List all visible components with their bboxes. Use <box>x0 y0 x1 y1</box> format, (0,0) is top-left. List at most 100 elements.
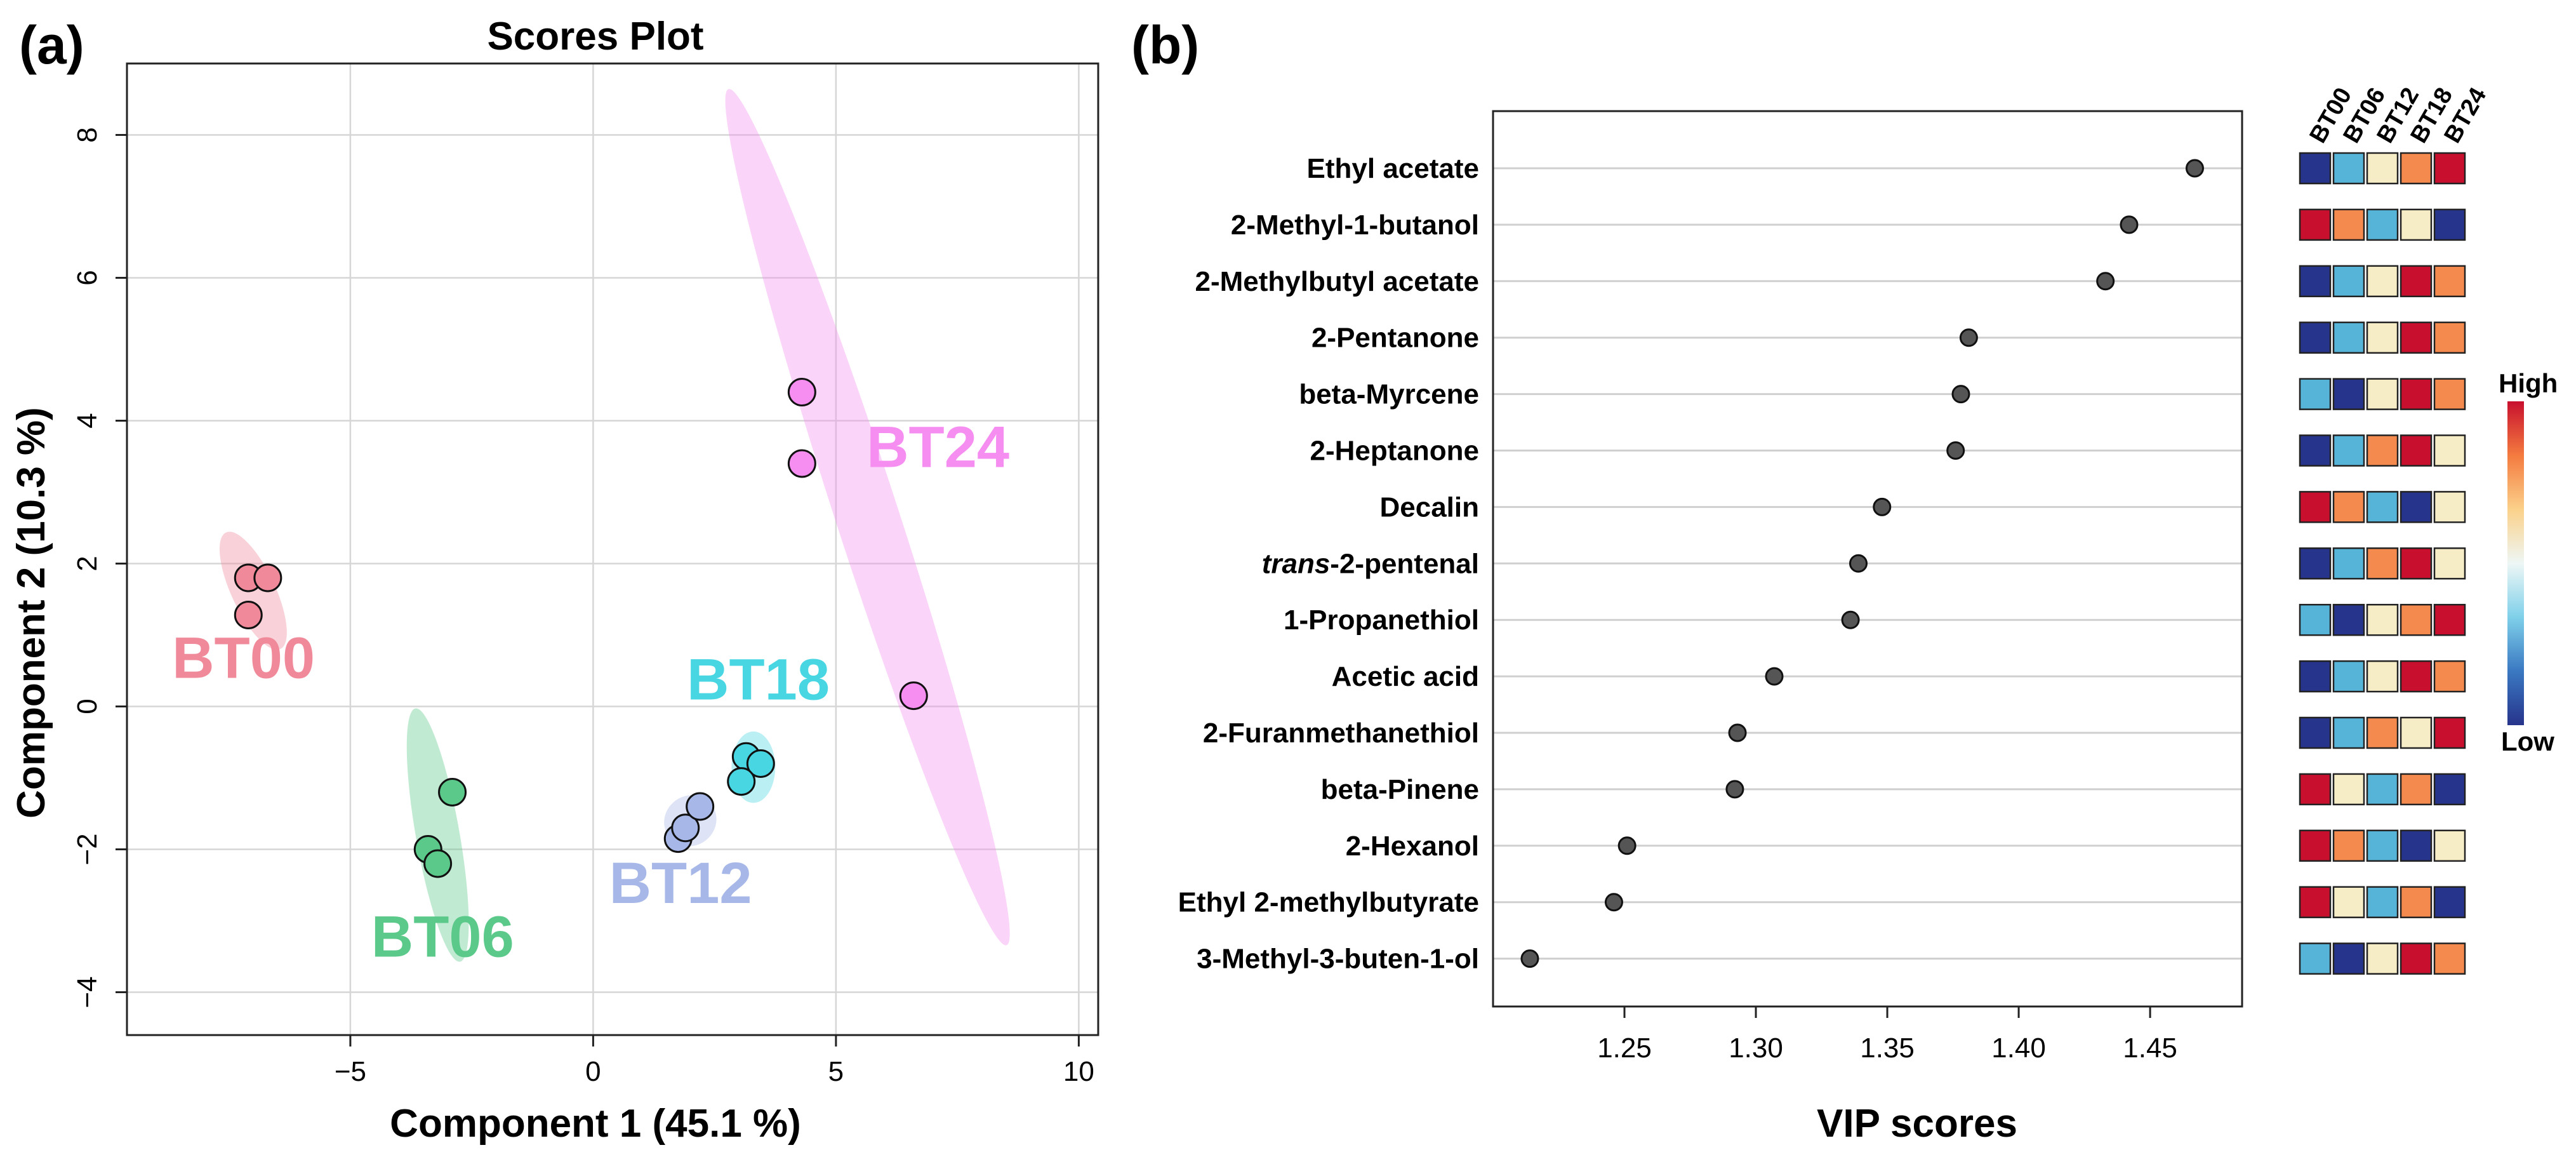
y-tick-label: 4 <box>72 413 103 428</box>
y-tick-label: 8 <box>72 127 103 142</box>
heatmap-cell <box>2400 265 2433 298</box>
compound-label: 2-Hexanol <box>1346 831 1479 862</box>
heatmap-cell <box>2433 378 2466 410</box>
heatmap-cell <box>2366 208 2399 241</box>
heatmap-cell <box>2299 434 2332 467</box>
heatmap-cell <box>2299 716 2332 749</box>
score-point-bt24 <box>787 378 816 406</box>
heatmap-cell <box>2433 491 2466 523</box>
vip-point <box>1725 780 1744 799</box>
heatmap-cell <box>2299 378 2332 410</box>
heatmap-cell <box>2299 829 2332 862</box>
vip-plot-frame <box>1492 110 2243 1008</box>
heatmap-cell <box>2366 603 2399 636</box>
heatmap-cell <box>2332 208 2365 241</box>
heatmap-cell <box>2433 152 2466 185</box>
heatmap-cell <box>2366 321 2399 354</box>
heatmap-cell <box>2299 208 2332 241</box>
heatmap-cell <box>2332 378 2365 410</box>
heatmap-cell <box>2332 773 2365 806</box>
scores-x-ticks: −5 0 5 10 <box>335 1035 1094 1087</box>
group-label-bt18: BT18 <box>687 647 830 712</box>
heatmap-cell <box>2332 321 2365 354</box>
heatmap-cell <box>2433 886 2466 918</box>
score-point-bt06 <box>423 849 453 878</box>
x-tick-label: 5 <box>828 1056 844 1087</box>
heatmap-cell <box>2332 434 2365 467</box>
score-point-bt12 <box>686 792 715 821</box>
heatmap-cell <box>2400 829 2433 862</box>
score-point-bt24 <box>899 681 928 711</box>
heatmap-cell <box>2299 942 2332 975</box>
heatmap-cell <box>2332 265 2365 298</box>
compound-label: 2-Pentanone <box>1311 323 1479 354</box>
compound-label: Ethyl 2-methylbutyrate <box>1178 887 1479 918</box>
vip-point <box>1520 949 1539 968</box>
scores-y-ticks: −4 −2 0 2 4 6 8 <box>72 127 127 1008</box>
heatmap-cell <box>2400 321 2433 354</box>
heatmap-cell <box>2400 152 2433 185</box>
scores-x-axis-label: Component 1 (45.1 %) <box>390 1102 801 1146</box>
compound-label: 2-Furanmethanethiol <box>1203 718 1479 749</box>
heatmap-cell <box>2400 491 2433 523</box>
panel-b-label: (b) <box>1131 15 1199 75</box>
heatmap-cell <box>2433 321 2466 354</box>
heatmap-cell <box>2400 208 2433 241</box>
group-label-bt06: BT06 <box>371 904 514 969</box>
vip-point <box>2096 272 2115 291</box>
heatmap-cell <box>2366 660 2399 693</box>
heatmap-cell <box>2433 265 2466 298</box>
heatmap-cell <box>2366 434 2399 467</box>
vip-x-ticks: 1.25 1.30 1.35 1.40 1.45 <box>1597 1007 2177 1064</box>
compound-label: Acetic acid <box>1332 661 1479 692</box>
vip-x-axis-label: VIP scores <box>1817 1102 2017 1146</box>
group-labels: BT00 BT06 BT12 BT18 BT24 <box>172 415 1009 970</box>
heatmap-cell <box>2400 886 2433 918</box>
score-point-bt18 <box>727 767 756 796</box>
vip-point <box>1873 497 1892 516</box>
vip-tick-label: 1.25 <box>1597 1033 1652 1064</box>
heatmap-cell <box>2400 434 2433 467</box>
ellipse-bt06 <box>406 708 469 962</box>
heatmap-cell <box>2400 660 2433 693</box>
heatmap-cell <box>2332 716 2365 749</box>
vip-point <box>1951 385 1970 404</box>
compound-label: 2-Methylbutyl acetate <box>1195 266 1479 297</box>
colorbar-low-label: Low <box>2501 726 2554 756</box>
heatmap-cell <box>2433 773 2466 806</box>
vip-point <box>1728 723 1747 742</box>
heatmap-cell <box>2366 378 2399 410</box>
vip-point <box>2185 159 2204 178</box>
vip-rows: Ethyl acetate 2-Methyl-1-butanol 2-Methylb… <box>1178 153 2242 975</box>
heatmap-cell <box>2332 660 2365 693</box>
heatmap-cell <box>2332 491 2365 523</box>
heatmap-cell <box>2299 603 2332 636</box>
y-tick-label: −4 <box>72 976 103 1008</box>
heatmap-cell <box>2366 773 2399 806</box>
heatmap-cell <box>2400 942 2433 975</box>
heatmap-cell <box>2332 942 2365 975</box>
y-tick-label: 2 <box>72 556 103 571</box>
vip-point <box>1849 554 1868 573</box>
score-point-bt18 <box>746 749 775 778</box>
heatmap-cell <box>2433 942 2466 975</box>
score-point-bt06 <box>438 778 467 806</box>
heatmap-cell <box>2299 321 2332 354</box>
heatmap-cell <box>2366 265 2399 298</box>
score-points <box>234 378 928 878</box>
y-tick-label: 6 <box>72 270 103 285</box>
panel-a-label: (a) <box>19 15 84 75</box>
heatmap-cell <box>2299 265 2332 298</box>
heatmap-cell <box>2366 886 2399 918</box>
heatmap-cell <box>2332 886 2365 918</box>
scores-plot-frame <box>126 62 1099 1036</box>
heatmap-cell <box>2400 378 2433 410</box>
compound-label: trans-2-pentenal <box>1262 548 1479 579</box>
heatmap-cell <box>2433 547 2466 580</box>
colorbar <box>2507 401 2524 725</box>
heatmap-cell <box>2433 603 2466 636</box>
heatmap-cell <box>2433 660 2466 693</box>
compound-label: 2-Methyl-1-butanol <box>1231 210 1479 241</box>
colorbar-high-label: High <box>2499 368 2558 398</box>
